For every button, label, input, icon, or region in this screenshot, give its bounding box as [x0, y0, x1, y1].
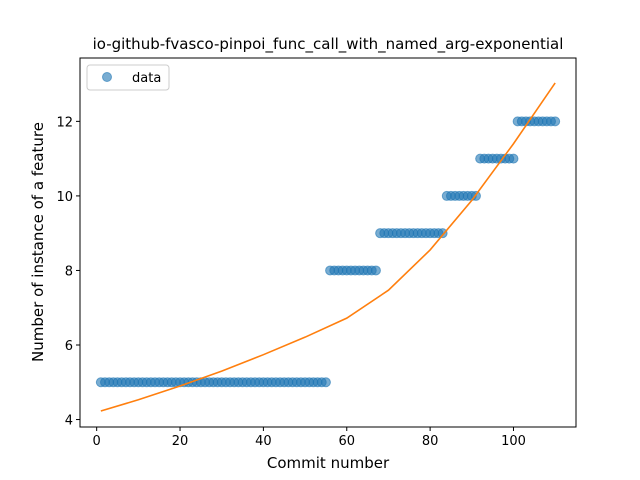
- y-tick-label: 8: [65, 264, 73, 279]
- x-axis: 0 20 40 60 80 100: [93, 427, 526, 449]
- legend-label-data: data: [132, 71, 161, 86]
- y-tick-label: 4: [65, 414, 73, 429]
- x-tick-label: 60: [338, 434, 355, 449]
- legend: data: [86, 64, 170, 91]
- x-tick-label: 0: [93, 434, 101, 449]
- x-tick-label: 80: [422, 434, 439, 449]
- x-tick-label: 100: [501, 434, 526, 449]
- data-point: [370, 265, 381, 276]
- chart-title: io-github-fvasco-pinpoi_func_call_with_n…: [93, 35, 564, 54]
- x-tick-label: 20: [172, 434, 189, 449]
- fit-line: [100, 82, 556, 412]
- y-tick-label: 6: [65, 339, 73, 354]
- data-point: [508, 153, 519, 164]
- plot-frame: [79, 57, 577, 428]
- y-tick-label: 10: [56, 190, 73, 205]
- data-point: [320, 377, 331, 388]
- y-tick-label: 12: [56, 115, 73, 130]
- legend-box: [86, 64, 170, 91]
- y-axis-label: Number of instance of a feature: [29, 122, 47, 362]
- data-point: [550, 116, 561, 127]
- x-axis-label: Commit number: [267, 454, 390, 472]
- legend-marker-data: [102, 72, 112, 82]
- x-tick-label: 40: [255, 434, 272, 449]
- plot-area: [95, 82, 561, 412]
- data-point: [437, 228, 448, 239]
- y-axis: 4 6 8 10 12: [56, 115, 80, 429]
